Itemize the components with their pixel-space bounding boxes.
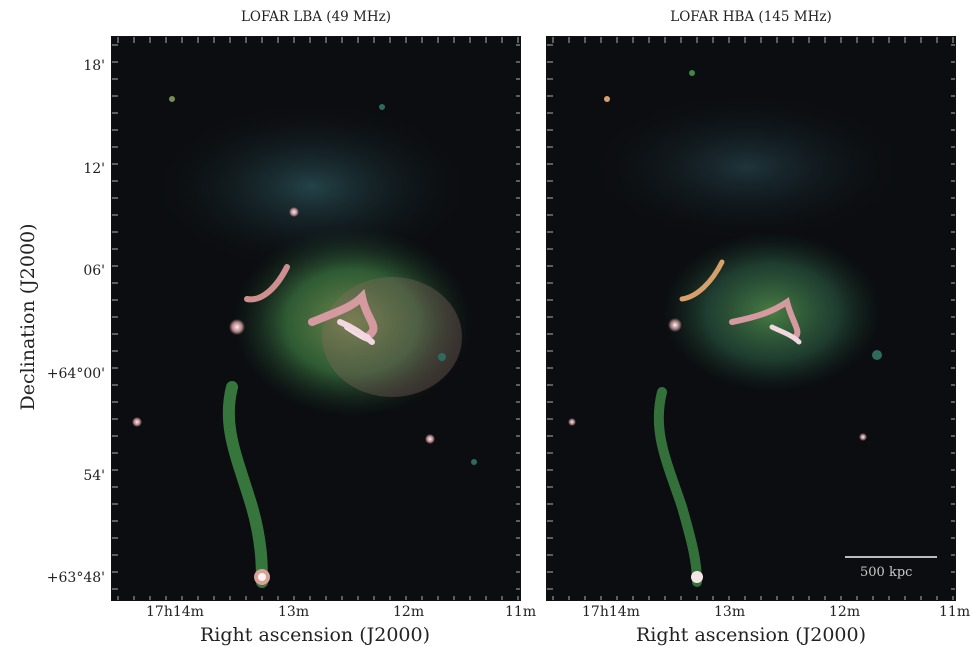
panel-title-lba: LOFAR LBA (49 MHz) (240, 9, 392, 25)
hba-radio-image (546, 36, 956, 601)
x-tick-label: 13m (278, 604, 310, 620)
y-tick-label: +64°00' (46, 366, 105, 382)
x-axis-label: Right ascension (J2000) (636, 624, 866, 646)
x-tick-label: 17h14m (582, 604, 640, 620)
scale-bar-label: 500 kpc (860, 565, 913, 580)
y-tick-label: 12' (83, 161, 105, 177)
x-tick-label: 17h14m (146, 604, 204, 620)
x-tick-label: 12m (829, 604, 861, 620)
lba-radio-image (111, 36, 521, 601)
x-tick-label: 11m (505, 604, 537, 620)
y-tick-label: 54' (83, 468, 105, 484)
y-tick-label: 06' (83, 263, 105, 279)
scale-bar (845, 556, 937, 558)
x-axis-label: Right ascension (J2000) (200, 624, 430, 646)
x-tick-label: 13m (714, 604, 746, 620)
y-tick-label: +63°48' (46, 570, 105, 586)
x-tick-label: 11m (939, 604, 971, 620)
panel-title-hba: LOFAR HBA (145 MHz) (670, 9, 832, 25)
y-tick-label: 18' (83, 58, 105, 74)
y-axis-label: Declination (J2000) (17, 223, 39, 411)
x-tick-label: 12m (393, 604, 425, 620)
